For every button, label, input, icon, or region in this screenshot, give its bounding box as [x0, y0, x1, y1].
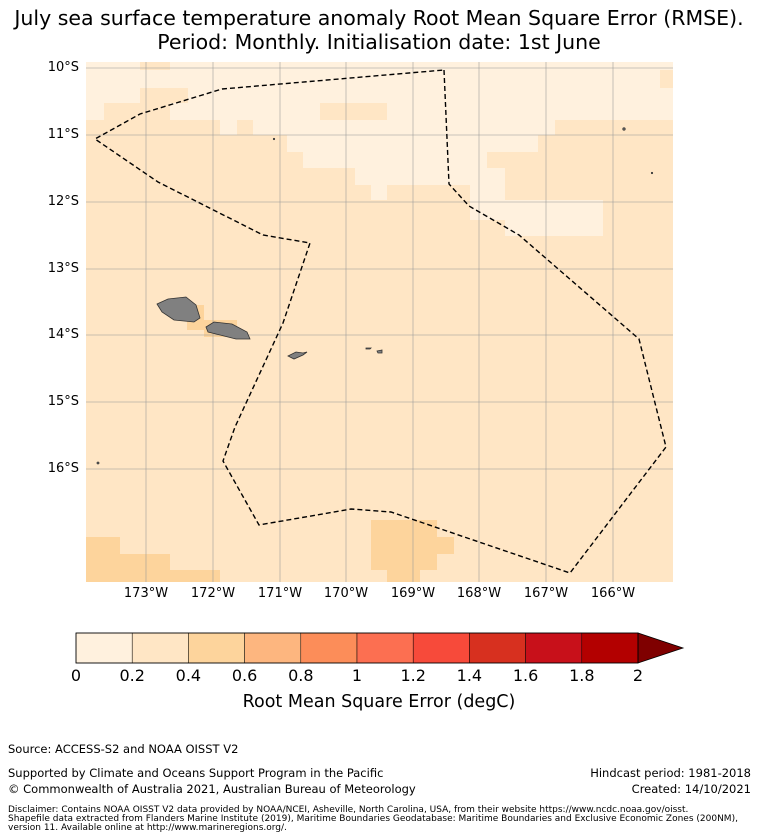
- eez-boundary: [93, 69, 667, 574]
- colorbar-tick-label: 1.8: [569, 666, 595, 685]
- colorbar-tick-label: 1: [351, 666, 363, 685]
- lat-label: 11°S: [47, 127, 79, 142]
- lon-label: 170°W: [323, 586, 369, 601]
- source-text: Source: ACCESS-S2 and NOAA OISST V2: [8, 742, 239, 756]
- lon-label: 172°W: [190, 586, 236, 601]
- disclaimer-line3: version 11. Available online at http://w…: [8, 823, 287, 833]
- lat-label: 16°S: [47, 461, 79, 476]
- chart-title-line2: Period: Monthly. Initialisation date: 1s…: [157, 30, 601, 54]
- lon-label: 167°W: [523, 586, 569, 601]
- disclaimer-line2: Shapefile data extracted from Flanders M…: [8, 814, 738, 824]
- colorbar-label: Root Mean Square Error (degC): [242, 692, 516, 712]
- lon-label: 168°W: [456, 586, 502, 601]
- colorbar-cell: [300, 632, 358, 664]
- high-error-region: [86, 537, 220, 582]
- colorbar-cell: [131, 632, 189, 664]
- upolu-island: [205, 321, 251, 340]
- colorbar-tick-label: 0.8: [288, 666, 314, 685]
- colorbar-tick-label: 0: [70, 666, 82, 685]
- rose-atoll: [96, 461, 100, 465]
- small-island: [650, 171, 654, 175]
- created-text: Created: 14/10/2021: [631, 782, 751, 796]
- colorbar-tick-label: 0.2: [119, 666, 145, 685]
- lat-label: 14°S: [47, 327, 79, 342]
- small-island: [272, 137, 276, 141]
- lat-label: 15°S: [47, 394, 79, 409]
- lat-label: 10°S: [47, 60, 79, 75]
- colorbar-cell: [356, 632, 414, 664]
- lon-label: 166°W: [590, 586, 636, 601]
- savaii-island: [156, 296, 201, 323]
- ofu-island: [376, 349, 383, 354]
- disclaimer-line1: Disclaimer: Contains NOAA OISST V2 data …: [8, 805, 689, 815]
- colorbar-cell: [525, 632, 583, 664]
- rmse-field: [86, 62, 673, 582]
- colorbar-tick-label: 0.6: [231, 666, 258, 685]
- colorbar-tick-label: 1.4: [456, 666, 483, 685]
- copyright-text: © Commonwealth of Australia 2021, Austra…: [8, 782, 416, 796]
- colorbar-tick-label: 1.2: [400, 666, 426, 685]
- colorbar-cell: [188, 632, 245, 664]
- low-error-region: [170, 62, 673, 236]
- lat-label: 12°S: [47, 194, 79, 209]
- manua-island: [365, 347, 372, 350]
- colorbar-cell: [581, 632, 639, 664]
- colorbar-cell: [75, 632, 133, 664]
- lon-label: 171°W: [257, 586, 303, 601]
- colorbar-cell: [412, 632, 470, 664]
- colorbar-tick-label: 2: [632, 666, 644, 685]
- hindcast-text: Hindcast period: 1981-2018: [590, 766, 751, 780]
- map-gridlines: [86, 62, 673, 582]
- colorbar-cell: [469, 632, 526, 664]
- colorbar-cell: [244, 632, 302, 664]
- lat-label: 13°S: [47, 261, 79, 276]
- tutuila-island: [287, 351, 308, 360]
- lon-label: 173°W: [123, 586, 169, 601]
- high-error-region: [371, 520, 454, 582]
- samoa-islands: [96, 127, 654, 465]
- mid-error-cell: [320, 103, 387, 120]
- colorbar-extend-arrow: [637, 632, 685, 664]
- supported-text: Supported by Climate and Oceans Support …: [8, 766, 384, 780]
- colorbar-frame: [75, 632, 639, 664]
- colorbar-tick-label: 0.4: [175, 666, 202, 685]
- chart-title-line1: July sea surface temperature anomaly Roo…: [14, 6, 744, 30]
- lon-label: 169°W: [390, 586, 436, 601]
- colorbar-tick-label: 1.6: [512, 666, 539, 685]
- swains-island: [622, 127, 626, 131]
- low-error-region: [86, 62, 170, 120]
